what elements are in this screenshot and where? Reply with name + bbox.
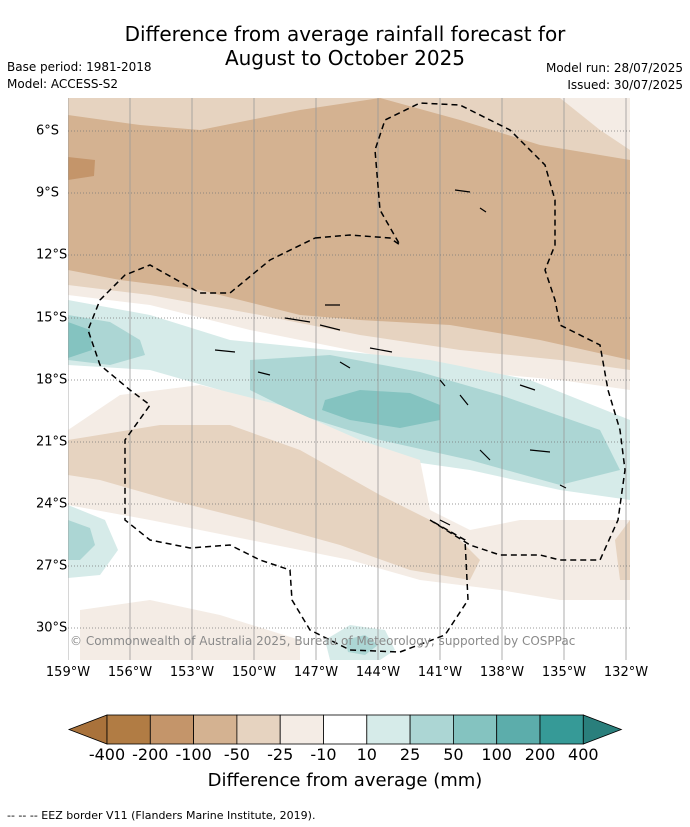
latitude-label: 15°S (36, 310, 68, 326)
colorbar-swatch (193, 714, 238, 745)
contour-wet-25-west (68, 315, 145, 365)
longitude-label: 135°W (541, 665, 587, 680)
longitude-label: 144°W (355, 665, 401, 680)
colorbar-swatch (452, 714, 498, 745)
colorbar-tick-label: -10 (310, 745, 337, 764)
colorbar-min-arrow (67, 714, 108, 745)
contour-wet-sw-25 (68, 520, 95, 560)
contour-dry-sw (80, 600, 300, 660)
title-line-1: Difference from average rainfall forecas… (124, 22, 566, 46)
contour-wet-50-west (68, 322, 92, 358)
longitude-label: 141°W (417, 665, 463, 680)
colorbar-tick-label: -25 (267, 745, 294, 764)
colorbar-swatches (67, 714, 623, 745)
colorbar-swatch (149, 714, 195, 745)
issued-date: Issued: 30/07/2025 (567, 78, 683, 92)
contour-dry-100 (68, 157, 95, 180)
colorbar-max-arrow (582, 714, 623, 745)
colorbar-tick-label: 100 (481, 745, 512, 764)
latitude-label: 12°S (36, 247, 68, 263)
colorbar-swatch (539, 714, 584, 745)
colorbar-tick-label: 200 (524, 745, 556, 764)
map-title: Difference from average rainfall forecas… (0, 22, 690, 70)
colorbar-swatch (279, 714, 324, 745)
latitude-label: 27°S (36, 558, 68, 574)
colorbar-swatch (496, 714, 541, 745)
contour-dry-inner (68, 98, 380, 130)
copyright-notice: © Commonwealth of Australia 2025, Bureau… (70, 634, 576, 648)
colorbar-swatch (323, 714, 368, 745)
colorbar-swatch (106, 714, 151, 745)
colorbar-swatch (236, 714, 281, 745)
rainfall-map (68, 98, 630, 660)
colorbar-tick-label: 50 (443, 745, 464, 764)
colorbar-tick-label: -200 (132, 745, 169, 764)
model-name: Model: ACCESS-S2 (7, 77, 119, 91)
colorbar-tick-label: -100 (175, 745, 212, 764)
meta-right: Model run: 28/07/2025 Issued: 30/07/2025 (546, 60, 683, 94)
colorbar-tick-label: -400 (88, 745, 126, 764)
colorbar-swatch (409, 714, 454, 745)
latitude-label: 30°S (36, 620, 68, 636)
longitude-label: 147°W (293, 665, 339, 680)
colorbar-tick-label: 25 (399, 745, 421, 764)
colorbar-tick-label: 10 (356, 745, 377, 764)
contour-dry-50 (68, 98, 630, 360)
base-period: Base period: 1981-2018 (7, 60, 152, 74)
longitude-label: 156°W (107, 665, 153, 680)
colorbar-title: Difference from average (mm) (207, 770, 483, 791)
latitude-label: 9°S (36, 185, 60, 201)
colorbar-tick-label: -50 (223, 745, 250, 764)
islands (214, 189, 567, 526)
latitude-label: 18°S (36, 372, 68, 388)
contour-dry-south-25 (68, 425, 480, 580)
longitude-label: 138°W (479, 665, 525, 680)
longitude-label: 153°W (169, 665, 215, 680)
longitude-label: 159°W (45, 665, 91, 680)
meta-left: Base period: 1981-2018 Model: ACCESS-S2 (7, 59, 152, 93)
longitude-label: 150°W (231, 665, 277, 680)
latitude-label: 21°S (36, 434, 68, 450)
model-run: Model run: 28/07/2025 (545, 61, 683, 75)
latitude-label: 24°S (36, 496, 68, 512)
latitude-label: 6°S (36, 123, 60, 139)
eez-border-line (87, 102, 626, 653)
contour-wet-50 (322, 390, 440, 428)
title-line-2: August to October 2025 (224, 46, 466, 70)
map-area (68, 98, 630, 660)
eez-footnote: -- -- -- EEZ border V11 (Flanders Marine… (7, 809, 316, 822)
longitude-label: 132°W (603, 665, 649, 680)
colorbar-tick-label: 400 (568, 745, 599, 764)
colorbar-swatch (366, 714, 411, 745)
latitude-gridlines (68, 130, 630, 629)
